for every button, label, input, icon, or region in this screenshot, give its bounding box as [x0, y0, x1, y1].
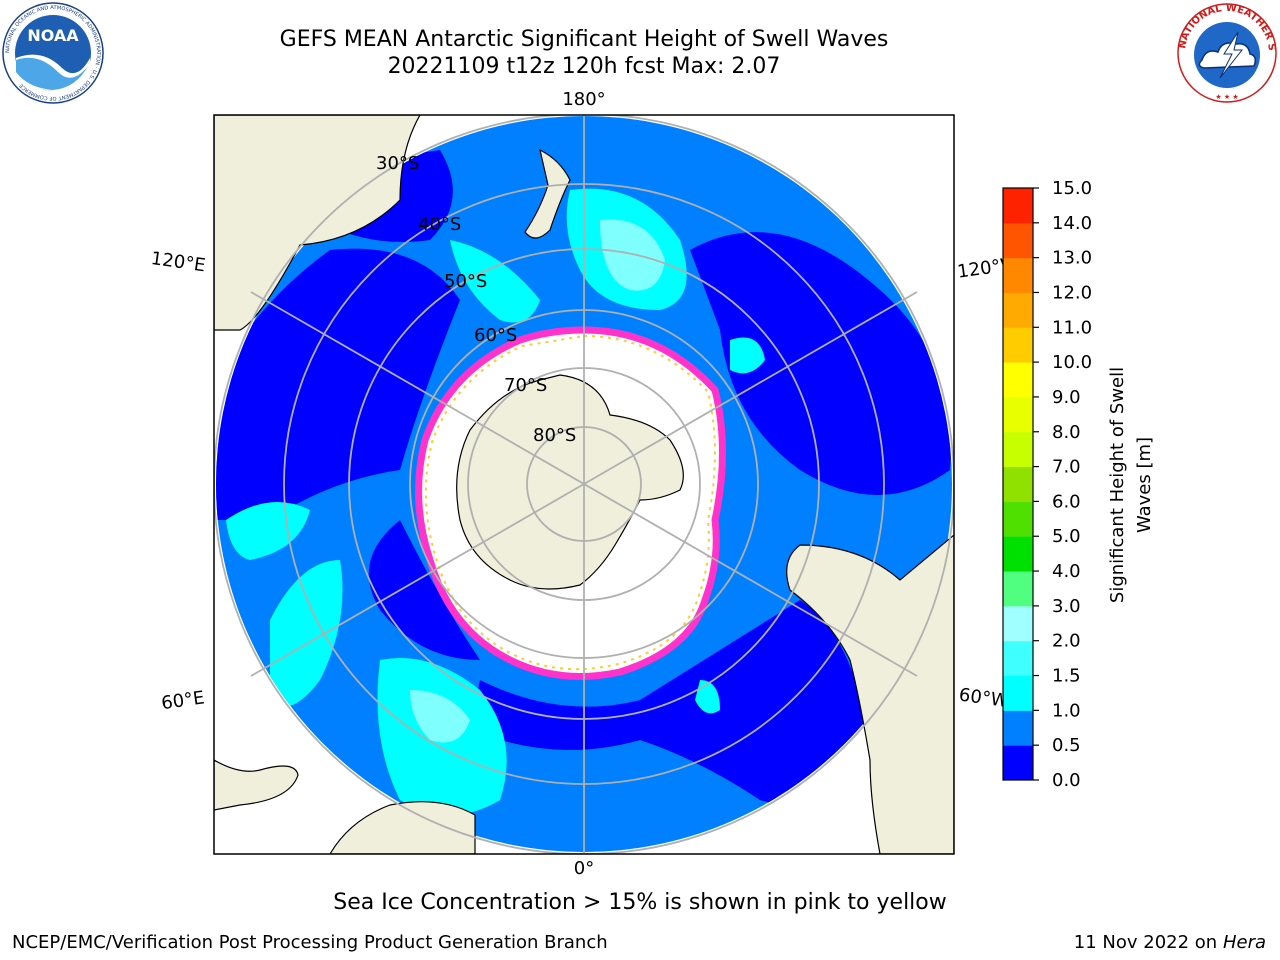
footer-date-text: 11 Nov 2022 on — [1073, 932, 1218, 953]
colorbar-segment — [1003, 327, 1033, 363]
colorbar-tick-label: 12.0 — [1052, 282, 1092, 303]
colorbar-segment — [1003, 396, 1033, 433]
graticule — [214, 115, 954, 854]
colorbar-segment — [1003, 431, 1033, 468]
colorbar-segment — [1003, 675, 1033, 711]
chart-title: GEFS MEAN Antarctic Significant Height o… — [279, 27, 889, 52]
colorbar-tick-label: 9.0 — [1052, 387, 1081, 408]
colorbar-segment — [1003, 710, 1033, 746]
south-america-landmass — [786, 534, 954, 854]
lon-label-60w: 60°W — [958, 684, 1010, 712]
colorbar-label-line1: Significant Height of Swell — [1107, 367, 1128, 603]
lon-label-120e: 120°E — [150, 248, 207, 276]
colorbar-segment — [1003, 257, 1033, 293]
colorbar-segment — [1003, 188, 1033, 224]
colorbar-tick-label: 13.0 — [1052, 248, 1092, 269]
lat-label-60s: 60°S — [474, 325, 517, 346]
colorbar-tick-label: 3.0 — [1052, 596, 1081, 617]
lon-label-60e: 60°E — [160, 687, 206, 714]
colorbar-tick-label: 0.5 — [1052, 735, 1081, 756]
colorbar-tick-label: 1.5 — [1052, 666, 1081, 687]
lon-label-0: 0° — [574, 858, 594, 879]
sea-ice-note: Sea Ice Concentration > 15% is shown in … — [333, 890, 947, 915]
colorbar: 0.0 0.5 1.0 1.5 2.0 3.0 4.0 5.0 6.0 7.0 8.0 9.0 10.0… — [1003, 178, 1092, 791]
colorbar-segment — [1003, 745, 1033, 781]
colorbar-segment — [1003, 292, 1033, 328]
colorbar-tick-label: 11.0 — [1052, 317, 1092, 338]
colorbar-segment — [1003, 605, 1033, 642]
lon-label-180: 180° — [562, 89, 605, 110]
footer-host: Hera — [1222, 932, 1266, 953]
colorbar-tick-label: 2.0 — [1052, 631, 1081, 652]
colorbar-tick-label: 4.0 — [1052, 561, 1081, 582]
low-swell-region-south — [477, 600, 870, 805]
lat-label-40s: 40°S — [418, 214, 461, 235]
colorbar-tick-label: 0.0 — [1052, 770, 1081, 791]
colorbar-tick-label: 1.0 — [1052, 700, 1081, 721]
colorbar-segment — [1003, 501, 1033, 537]
colorbar-segment — [1003, 362, 1033, 398]
australia-landmass — [214, 115, 421, 331]
colorbar-segment — [1003, 536, 1033, 572]
lat-label-70s: 70°S — [504, 375, 547, 396]
madagascar-landmass — [214, 759, 299, 811]
colorbar-tick-label: 5.0 — [1052, 526, 1081, 547]
svg-text:★ ★ ★: ★ ★ ★ — [1215, 93, 1238, 101]
colorbar-segment — [1003, 222, 1033, 259]
nws-logo-icon: NATIONAL WEATHER SERVICE ★ ★ ★ — [1176, 2, 1277, 103]
lat-label-50s: 50°S — [444, 271, 487, 292]
colorbar-tick-label: 14.0 — [1052, 213, 1092, 234]
africa-landmass — [329, 801, 476, 854]
lat-label-30s: 30°S — [376, 153, 419, 174]
colorbar-tick-label: 8.0 — [1052, 422, 1081, 443]
colorbar-tick-label: 10.0 — [1052, 352, 1092, 373]
footer-date: 11 Nov 2022 on Hera — [1074, 932, 1266, 953]
colorbar-segment — [1003, 571, 1033, 607]
new-zealand-landmass — [524, 148, 571, 239]
colorbar-segment — [1003, 640, 1033, 677]
colorbar-tick-label: 15.0 — [1052, 178, 1092, 199]
footer-branch-credit: NCEP/EMC/Verification Post Processing Pr… — [12, 932, 608, 953]
map-axes-frame — [213, 114, 955, 855]
chart-subtitle-run: 20221109 t12z 120h fcst Max: 2.07 — [387, 54, 781, 79]
colorbar-frame — [1002, 187, 1034, 781]
low-swell-region-west — [216, 248, 460, 520]
low-swell-region-east — [690, 232, 952, 495]
colorbar-label-line2: Waves [m] — [1134, 437, 1155, 533]
colorbar-tick-label: 7.0 — [1052, 457, 1081, 478]
colorbar-tick-label: 6.0 — [1052, 491, 1081, 512]
noaa-logo-text: NOAA — [27, 26, 79, 45]
noaa-logo-icon: NOAA NATIONAL OCEANIC AND ATMOSPHERIC AD… — [2, 2, 104, 104]
colorbar-segment — [1003, 466, 1033, 502]
lat-label-80s: 80°S — [533, 425, 576, 446]
antarctica-landmass — [456, 374, 684, 590]
